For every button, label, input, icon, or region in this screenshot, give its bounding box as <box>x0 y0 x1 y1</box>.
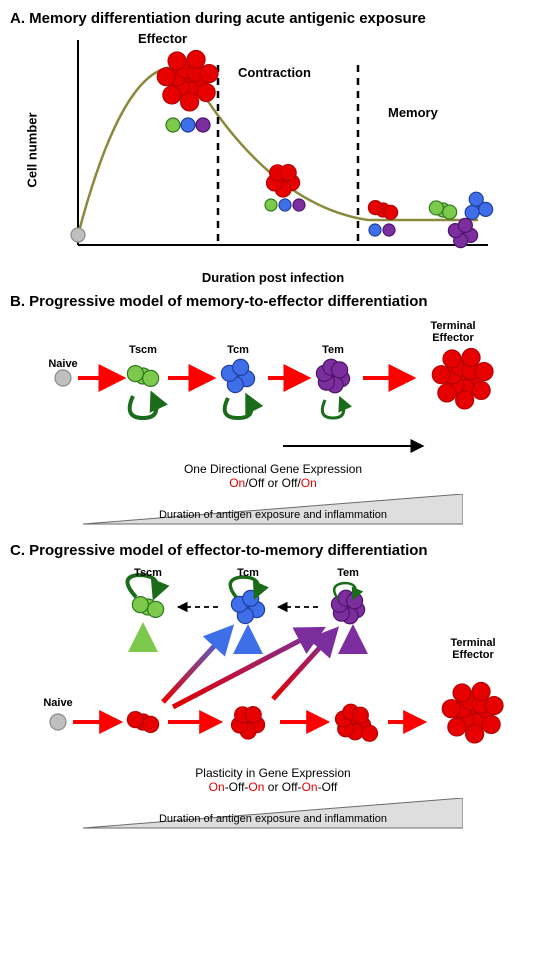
diff-to-tem-2-icon <box>273 633 333 699</box>
gene-plasticity-label: Plasticity in Gene Expression On-Off-On … <box>10 766 536 794</box>
memory-green-cluster-icon <box>429 201 456 219</box>
contraction-cluster-2-icon <box>368 201 397 236</box>
terminal-label-c: Terminal Effector <box>438 637 508 661</box>
panel-a-chart: Cell number Effector Contraction Memory … <box>38 35 508 265</box>
terminal-label: Terminal Effector <box>418 320 488 344</box>
wedge-b-text: Duration of antigen exposure and inflamm… <box>159 509 387 521</box>
panel-a-title: A. Memory differentiation during acute a… <box>10 10 536 27</box>
c-off2: -Off <box>318 780 338 794</box>
phase-effector-label: Effector <box>138 31 187 46</box>
selfrenew-tscm-icon <box>130 396 157 418</box>
panel-b-flow: Naive Tscm Tcm Tem Terminal Effector <box>23 318 523 458</box>
y-axis-label: Cell number <box>25 112 40 187</box>
tem-cluster-icon <box>316 359 349 393</box>
panel-c-flow: Tscm Tcm Tem Terminal Effector Naive <box>18 567 528 762</box>
c-or: or Off- <box>264 780 301 794</box>
tcm-cluster-icon <box>221 359 254 392</box>
memory-purple-cluster-icon <box>448 218 477 247</box>
phase-memory-label: Memory <box>388 105 438 120</box>
tcm-label-c: Tcm <box>237 567 259 579</box>
tscm-label: Tscm <box>129 344 157 356</box>
gene-expr-text: One Directional Gene Expression <box>184 462 362 476</box>
naive-label: Naive <box>48 358 77 370</box>
contraction-cluster-1-icon <box>265 165 305 211</box>
tem-label-c: Tem <box>337 567 359 579</box>
naive-cell-icon <box>50 714 66 730</box>
panel-c: C. Progressive model of effector-to-memo… <box>10 542 536 834</box>
panel-a: A. Memory differentiation during acute a… <box>10 10 536 265</box>
selfrenew-tem-icon <box>322 400 343 418</box>
wedge-c-text: Duration of antigen exposure and inflamm… <box>159 813 387 825</box>
terminal-cluster-icon <box>432 349 493 409</box>
on2: On <box>301 476 317 490</box>
naive-label-c: Naive <box>43 697 72 709</box>
off-middle: /Off or Off/ <box>245 476 301 490</box>
tscm-label-c: Tscm <box>134 567 162 579</box>
naive-cell-icon <box>71 228 85 242</box>
selfrenew-tcm-icon <box>225 398 252 418</box>
effector-small-icon <box>127 712 158 733</box>
panel-b-wedge: Duration of antigen exposure and inflamm… <box>83 494 463 530</box>
phase-contraction-label: Contraction <box>238 65 311 80</box>
tcm-label: Tcm <box>227 344 249 356</box>
gene-plast-text: Plasticity in Gene Expression <box>195 766 350 780</box>
panel-c-title: C. Progressive model of effector-to-memo… <box>10 542 536 559</box>
x-axis-label: Duration post infection <box>202 270 344 285</box>
tem-label: Tem <box>322 344 344 356</box>
effector-large-icon <box>335 704 377 741</box>
c-on2: On <box>248 780 264 794</box>
panel-b-title: B. Progressive model of memory-to-effect… <box>10 293 536 310</box>
c-on3: On <box>302 780 318 794</box>
tscm-cluster-icon <box>127 366 158 387</box>
diff-to-tcm-1-icon <box>163 631 228 702</box>
effector-peak-cluster-icon <box>157 51 218 132</box>
naive-cell-icon <box>55 370 71 386</box>
c-on1: On <box>209 780 225 794</box>
on1: On <box>229 476 245 490</box>
tscm-cluster-icon <box>132 597 163 618</box>
panel-b: B. Progressive model of memory-to-effect… <box>10 293 536 530</box>
memory-blue-cluster-icon <box>465 192 493 219</box>
gene-expression-label: One Directional Gene Expression On/Off o… <box>10 462 536 490</box>
panel-c-wedge: Duration of antigen exposure and inflamm… <box>83 798 463 834</box>
effector-medium-icon <box>231 707 264 739</box>
c-off1: -Off- <box>225 780 249 794</box>
panel-c-svg <box>18 567 528 762</box>
terminal-cluster-icon <box>442 683 503 743</box>
